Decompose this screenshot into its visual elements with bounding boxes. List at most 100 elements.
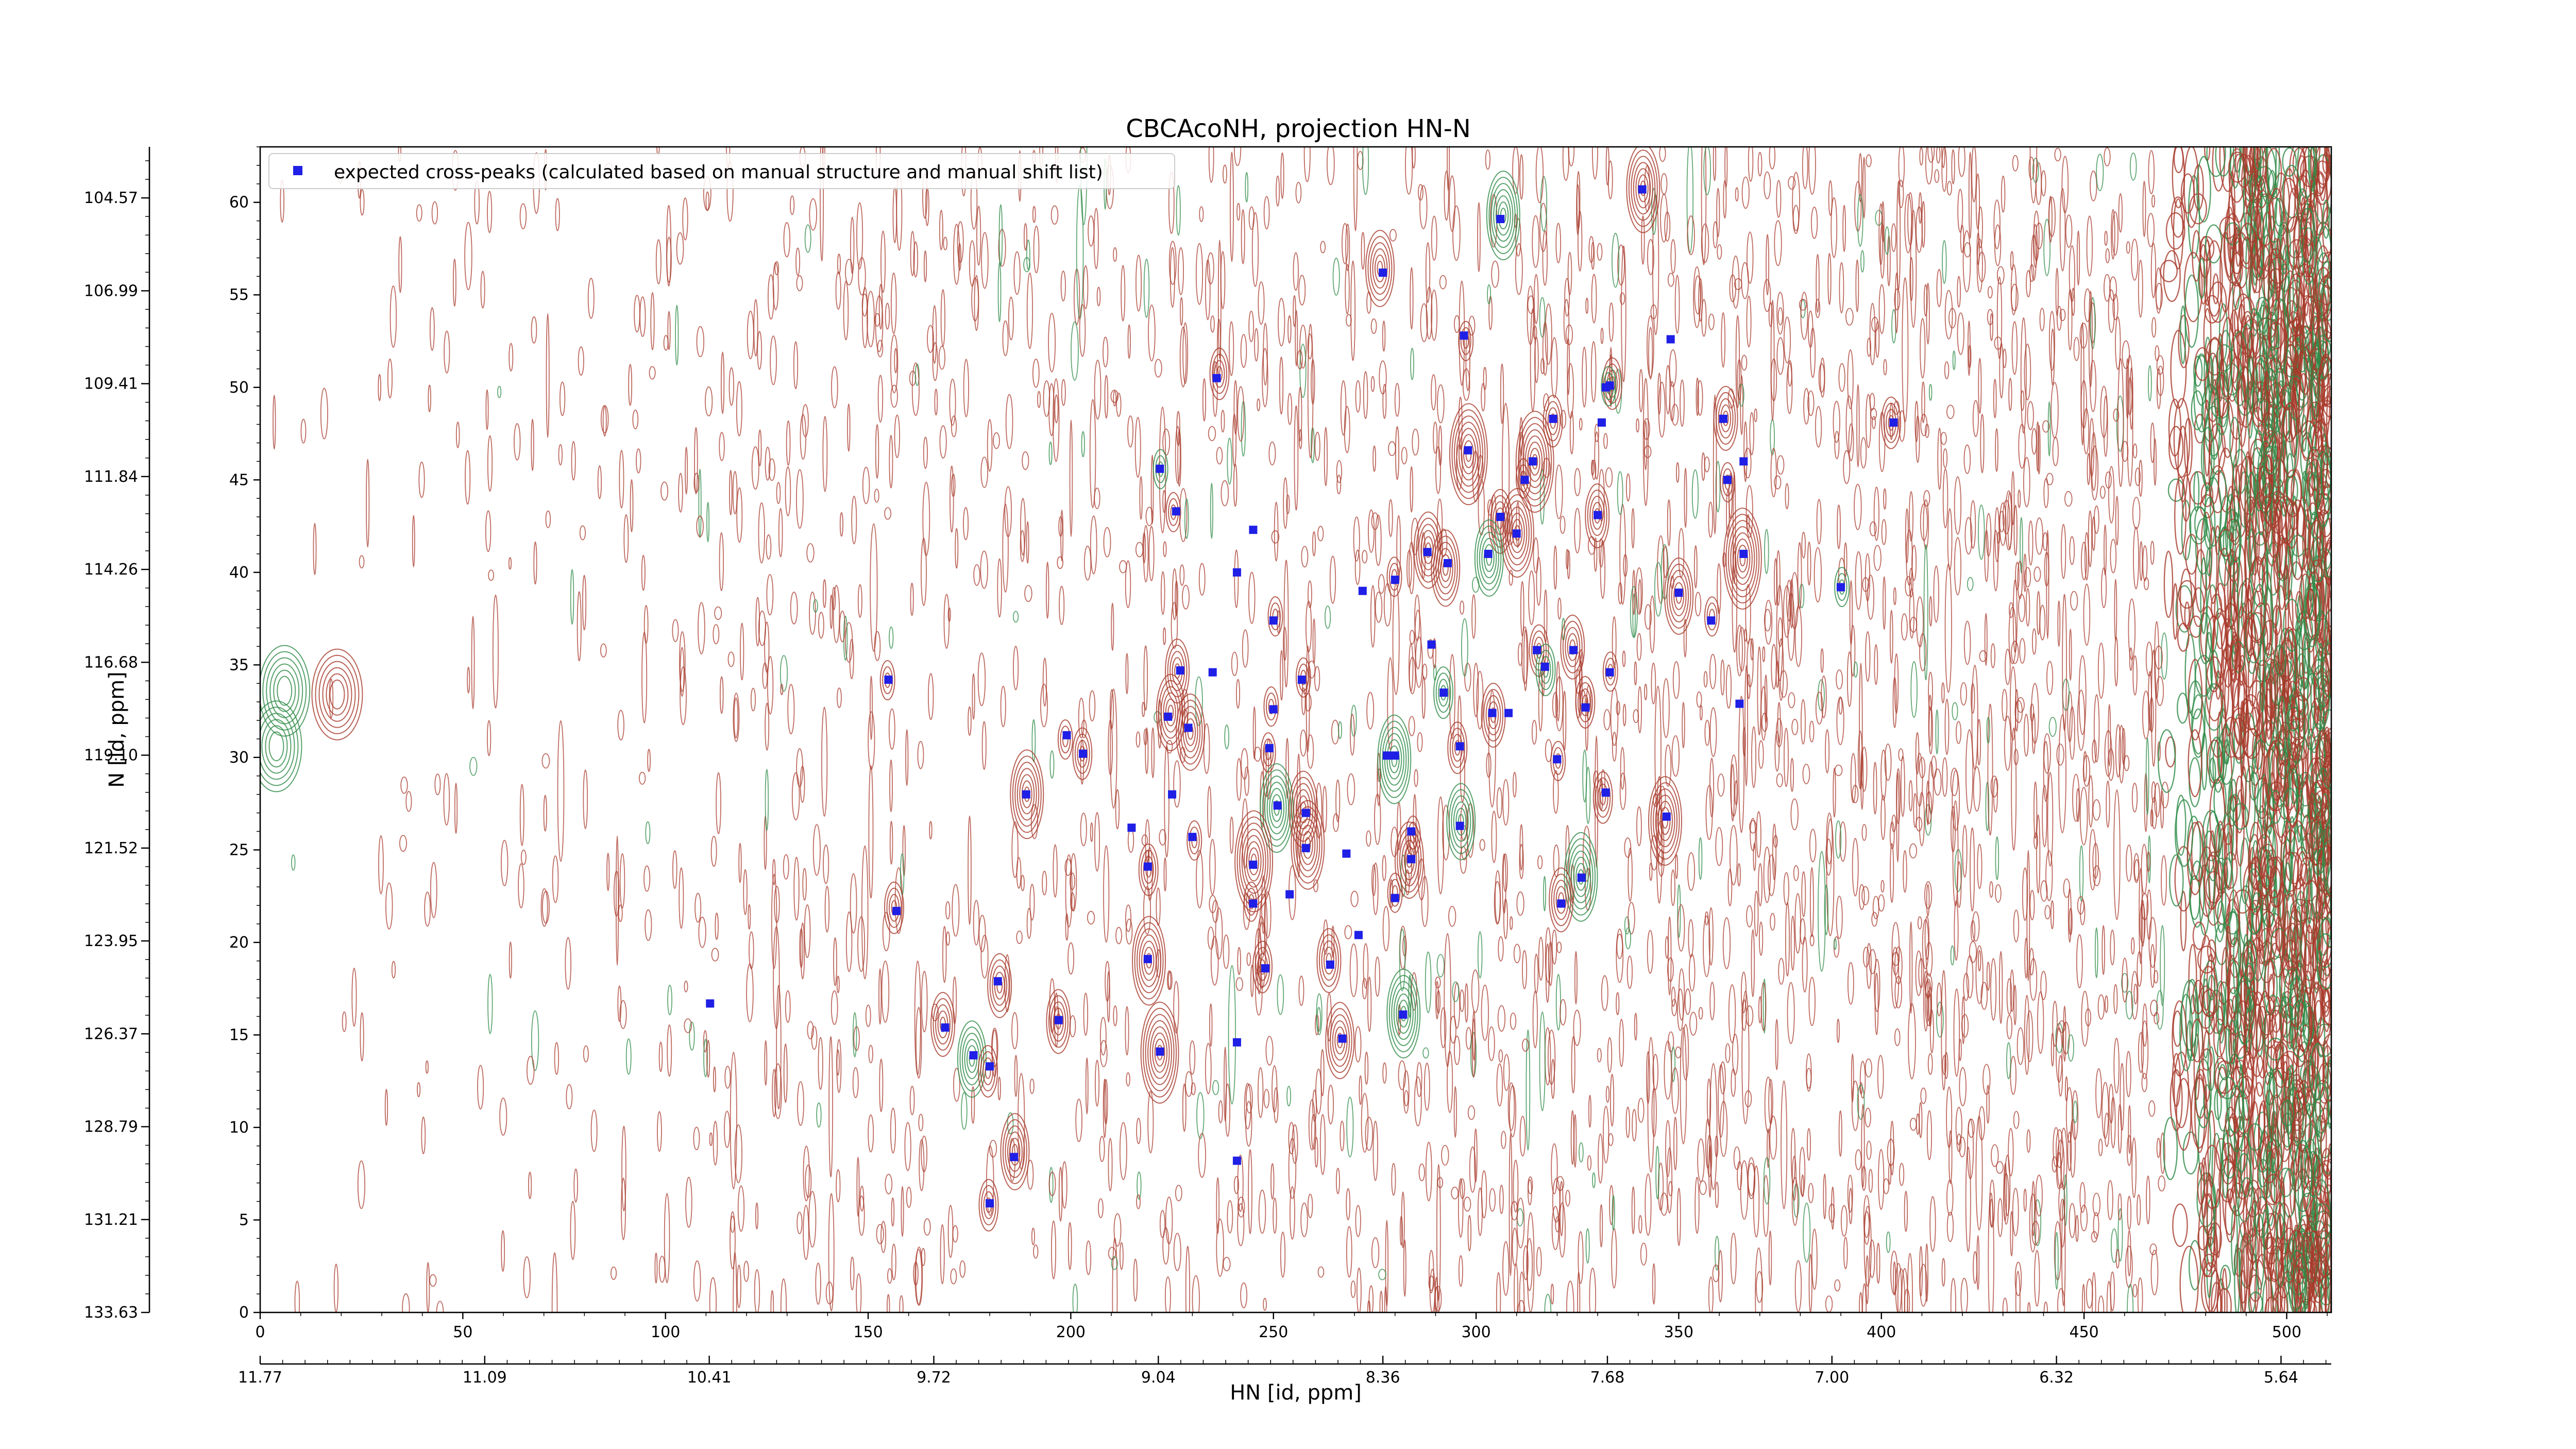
noise-contour	[1924, 804, 1932, 836]
noise-contour	[1440, 1007, 1447, 1049]
noise-contour	[485, 389, 489, 430]
noise-contour	[1203, 723, 1210, 774]
noise-contour	[1791, 718, 1799, 735]
noise-contour	[1985, 782, 1990, 832]
noise-contour	[1709, 707, 1717, 757]
noise-contour	[1784, 728, 1789, 787]
noise-contour	[1672, 661, 1680, 699]
noise-contour	[1671, 999, 1677, 1017]
noise-contour	[1621, 245, 1626, 382]
noise-contour	[1479, 839, 1485, 851]
noise-contour	[2011, 321, 2018, 375]
noise-contour	[1014, 1055, 1018, 1097]
noise-contour	[1378, 574, 1385, 594]
noise-contour	[1564, 278, 1570, 317]
noise-contour	[2031, 683, 2039, 744]
noise-contour	[1701, 223, 1709, 263]
noise-contour	[1240, 334, 1247, 368]
noise-contour	[1126, 1072, 1130, 1087]
noise-contour	[2036, 421, 2040, 472]
noise-contour	[1163, 627, 1166, 645]
cross-peak-marker	[1269, 616, 1278, 625]
noise-contour	[715, 912, 719, 940]
noise-contour	[1464, 983, 1469, 1023]
noise-contour	[1458, 396, 1463, 450]
noise-contour	[1168, 241, 1177, 285]
noise-contour	[1285, 737, 1289, 799]
noise-contour	[1673, 1117, 1677, 1171]
noise-contour	[1971, 147, 1977, 203]
noise-contour	[2150, 1250, 2159, 1295]
noise-contour	[2009, 602, 2014, 618]
noise-contour	[1320, 241, 1326, 254]
noise-contour	[1706, 1078, 1711, 1127]
noise-contour	[1451, 1186, 1459, 1200]
noise-contour	[1145, 727, 1149, 774]
cross-peak-marker	[1010, 1153, 1019, 1161]
noise-contour	[1250, 964, 1254, 998]
noise-contour	[1162, 490, 1166, 513]
cross-peak-marker	[1301, 808, 1310, 817]
noise-contour	[1551, 337, 1558, 398]
noise-contour	[1741, 176, 1750, 209]
noise-contour	[2002, 1298, 2008, 1312]
noise-contour	[1995, 836, 1999, 880]
noise-contour	[1851, 1080, 1859, 1131]
noise-contour	[1526, 1029, 1531, 1151]
noise-contour	[1925, 147, 1933, 185]
noise-contour	[1212, 361, 1218, 417]
noise-contour	[949, 378, 956, 426]
noise-contour	[845, 911, 853, 972]
noise-contour	[943, 594, 950, 649]
noise-contour	[1198, 1133, 1206, 1178]
noise-contour	[1963, 620, 1971, 665]
noise-contour	[1414, 1076, 1422, 1126]
noise-contour	[1909, 568, 1913, 598]
noise-contour	[1818, 851, 1826, 972]
noise-contour	[1969, 940, 1977, 963]
noise-contour	[1834, 938, 1837, 950]
y2-tick-label: 104.57	[84, 189, 138, 207]
noise-contour	[1331, 925, 1335, 958]
cross-peak-marker	[1464, 446, 1472, 454]
noise-contour	[1957, 276, 1961, 308]
noise-contour	[2073, 1100, 2078, 1123]
noise-contour	[1324, 605, 1331, 629]
noise-contour	[1417, 732, 1423, 752]
noise-contour	[501, 1230, 505, 1272]
noise-contour	[1087, 911, 1095, 925]
noise-contour	[1481, 1170, 1487, 1219]
noise-contour	[1496, 1063, 1503, 1107]
noise-contour	[887, 1294, 890, 1312]
noise-contour	[1515, 243, 1523, 295]
noise-contour	[1277, 974, 1284, 1015]
noise-contour	[800, 922, 805, 980]
noise-contour	[294, 1280, 300, 1312]
noise-contour	[1477, 931, 1483, 979]
noise-contour	[1950, 1278, 1956, 1312]
noise-contour	[1574, 468, 1581, 496]
noise-contour	[1873, 545, 1882, 571]
noise-contour	[822, 579, 826, 609]
noise-contour	[1928, 671, 1933, 711]
noise-contour	[2104, 1113, 2110, 1147]
noise-contour	[1065, 854, 1073, 928]
noise-contour	[790, 195, 795, 215]
noise-contour	[2094, 927, 2098, 979]
noise-contour	[1972, 400, 1979, 437]
noise-contour	[1816, 254, 1820, 313]
noise-contour	[1919, 1102, 1923, 1138]
noise-contour	[803, 1145, 810, 1202]
noise-contour	[1378, 1269, 1386, 1280]
noise-contour	[557, 720, 565, 862]
noise-contour	[951, 415, 957, 437]
noise-contour	[2139, 868, 2143, 965]
noise-contour	[555, 198, 560, 231]
noise-contour	[2064, 491, 2073, 507]
noise-contour	[2072, 1090, 2079, 1140]
noise-contour	[1667, 1147, 1673, 1214]
noise-contour	[1774, 220, 1782, 266]
noise-contour	[1754, 408, 1758, 423]
noise-contour	[664, 1193, 670, 1284]
noise-contour	[1598, 1133, 1603, 1184]
